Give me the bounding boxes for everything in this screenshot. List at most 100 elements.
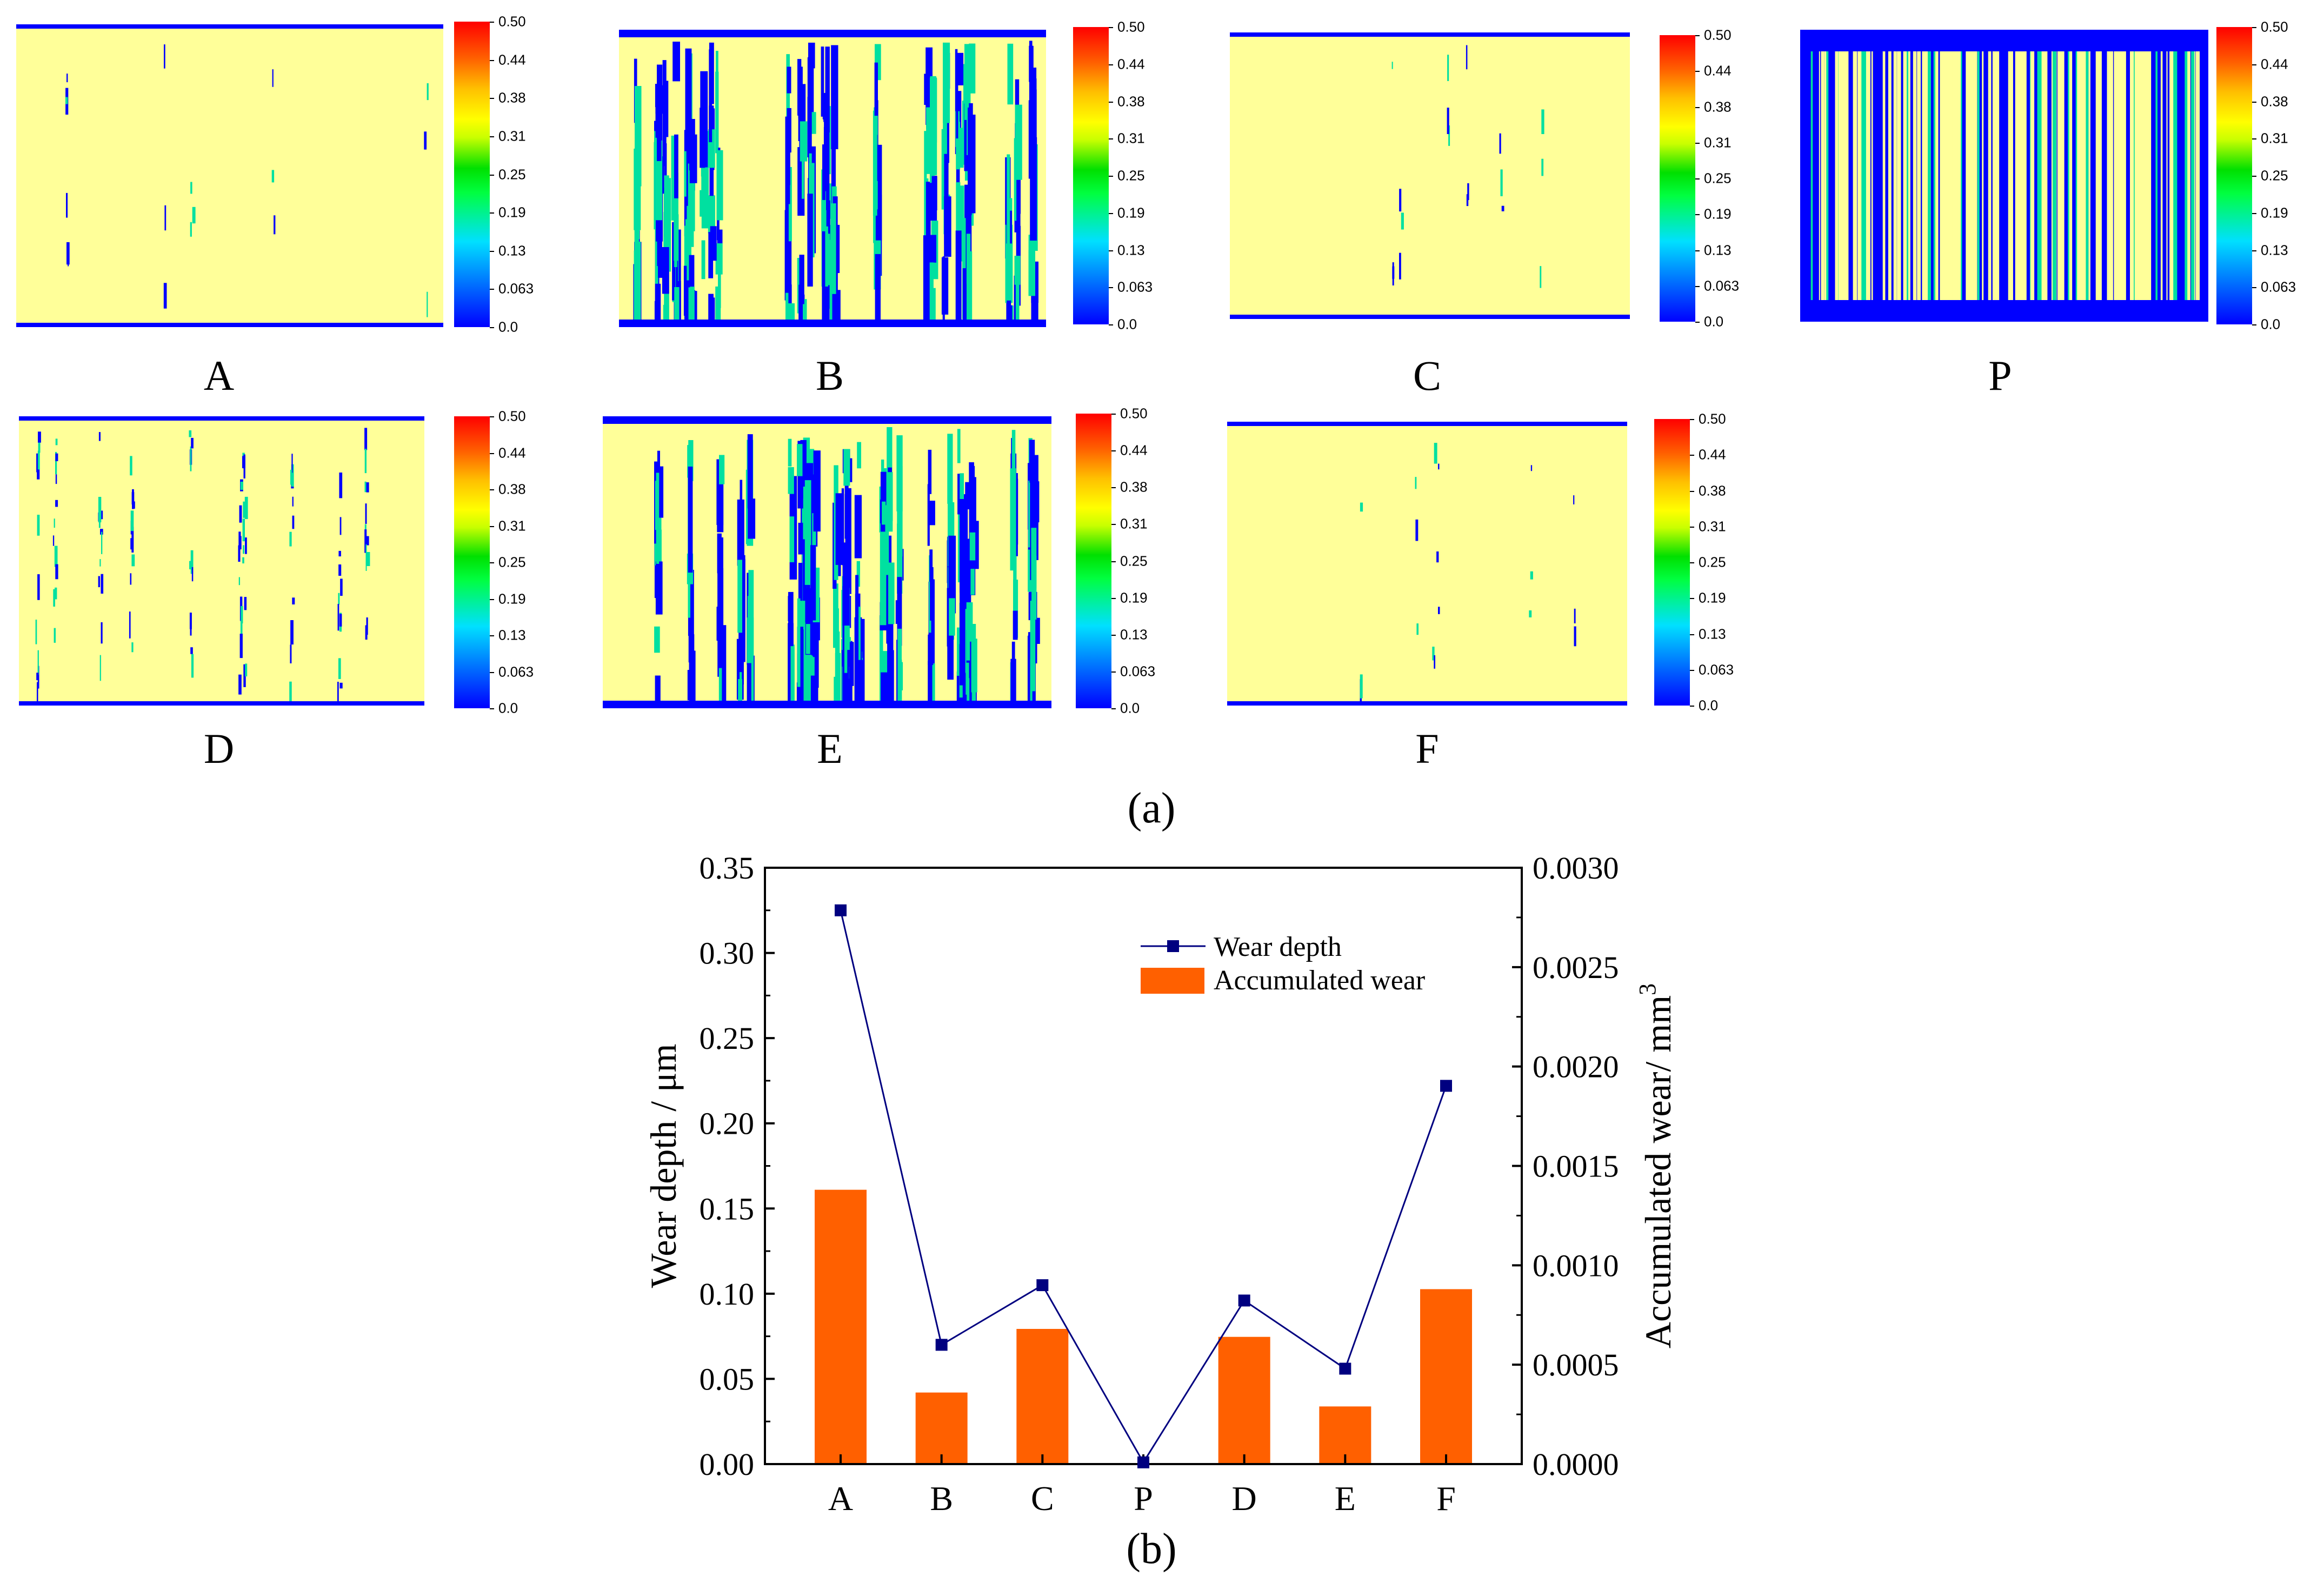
wear-depth-point-b [935,1339,948,1351]
colorbar-tick-label: 0.31 [498,128,526,144]
colorbar-tick-mark [1695,142,1700,144]
colorbar-tick-mark [1111,524,1116,526]
colorbar-tick-mark [1695,214,1700,216]
colorbar-tick-label: 0.19 [1699,589,1726,606]
wear-map-e [603,416,1051,708]
colorbar-tick-mark [1690,562,1694,563]
y-right-tick-label: 0.0020 [1533,1049,1619,1085]
wear-map-d [19,416,424,706]
y-left-axis-title: Wear depth / μm [643,1043,684,1288]
colorbar-tick-label: 0.50 [498,13,526,30]
colorbar-tick-label: 0.25 [1704,170,1732,187]
colorbar-tick-mark [1690,419,1694,420]
colorbar-tick-label: 0.0 [498,700,518,716]
colorbar-tick-label: 0.25 [1120,553,1148,569]
colorbar-tick-mark [490,453,494,454]
colorbar-tick-mark [1690,598,1694,600]
colorbar-tick-label: 0.25 [1699,554,1726,570]
bar-c [1016,1328,1069,1464]
wear-depth-point-c [1036,1279,1049,1292]
wear-map-label: F [1415,725,1439,772]
colorbar-tick-label: 0.31 [1120,515,1148,532]
colorbar-tick-mark [490,59,494,61]
bar-d [1218,1336,1270,1464]
colorbar-tick-mark [490,289,494,290]
wear-map-image [16,24,443,327]
colorbar-tick-label: 0.38 [498,89,526,106]
x-tick-label: B [930,1479,953,1518]
colorbar: 0.50 0.44 0.38 0.31 0.25 0.19 0.13 0.063 0.0 [1660,27,1752,330]
colorbar-tick-mark [1690,706,1694,707]
colorbar-tick-label: 0.50 [498,408,526,424]
wear-depth-point-f [1440,1080,1452,1092]
colorbar-tick-mark [1695,285,1700,287]
legend-line-marker [1167,940,1179,952]
colorbar-tick-label: 0.44 [498,444,526,461]
colorbar-tick-label: 0.44 [498,51,526,68]
colorbar-gradient [1073,27,1109,324]
colorbar-tick-mark [1109,287,1113,289]
colorbar-tick-label: 0.063 [498,280,534,297]
panel-a-caption: (a) [1127,784,1176,832]
colorbar-tick-mark [1695,322,1700,323]
wear-map-a [16,24,443,327]
colorbar-tick-label: 0.19 [1704,205,1732,222]
colorbar-tick-mark [1109,324,1113,325]
colorbar-tick-label: 0.44 [1699,446,1726,463]
colorbar-gradient [2216,27,2252,324]
colorbar-tick-label: 0.0 [2261,316,2281,332]
y-right-tick-label: 0.0030 [1533,850,1619,886]
colorbar-tick-mark [2252,101,2256,103]
wear-map-image [19,416,424,706]
y-right-tick-label: 0.0010 [1533,1248,1619,1283]
x-tick-label: F [1436,1479,1456,1518]
legend-label-accumulated-wear: Accumulated wear [1214,965,1425,996]
colorbar-gradient [454,416,490,708]
colorbar-gradient [1660,35,1695,322]
colorbar-tick-mark [1111,708,1116,709]
y-left-tick-label: 0.15 [700,1191,755,1226]
colorbar-gradient [454,22,490,327]
colorbar-tick-mark [490,22,494,23]
colorbar-tick-mark [2252,176,2256,177]
colorbar-tick-label: 0.13 [1699,626,1726,642]
colorbar-tick-mark [1111,414,1116,415]
colorbar: 0.50 0.44 0.38 0.31 0.25 0.19 0.13 0.063 0.0 [454,408,546,716]
colorbar-tick-mark [1695,107,1700,108]
colorbar-tick-label: 0.0 [1117,316,1137,332]
y-right-tick-label: 0.0025 [1533,950,1619,985]
colorbar-tick-label: 0.31 [1699,518,1726,535]
colorbar-tick-mark [1111,671,1116,673]
wear-map-image [1227,422,1627,706]
colorbar-tick-mark [490,174,494,176]
colorbar-tick-mark [1109,212,1113,214]
colorbar: 0.50 0.44 0.38 0.31 0.25 0.19 0.13 0.063 0.0 [1073,19,1165,332]
colorbar-tick-label: 0.13 [1704,242,1732,258]
wear-map-c [1230,32,1630,319]
colorbar-tick-label: 0.13 [2261,242,2288,258]
colorbar-tick-mark [490,562,494,563]
y-left-tick-label: 0.30 [700,936,755,971]
y-left-tick-label: 0.25 [700,1021,755,1056]
colorbar-tick-mark [490,250,494,252]
colorbar-tick-label: 0.44 [1117,56,1145,72]
wear-map-image [603,416,1051,708]
wear-map-p [1800,30,2208,322]
wear-map-label: E [817,725,843,772]
colorbar-tick-mark [490,526,494,527]
plot-frame [764,867,1523,1465]
colorbar-tick-mark [2252,324,2256,325]
legend-label-wear-depth: Wear depth [1214,932,1342,962]
colorbar-tick-mark [490,635,494,636]
colorbar-tick-label: 0.19 [1117,204,1145,221]
colorbar-tick-label: 0.063 [1704,277,1740,294]
colorbar-tick-label: 0.0 [1704,313,1724,330]
colorbar-tick-label: 0.25 [498,554,526,570]
colorbar-tick-mark [1111,597,1116,599]
colorbar-tick-mark [1695,35,1700,36]
wear-map-label: C [1413,352,1442,399]
wear-map-image [619,30,1046,327]
legend-bar-swatch [1141,968,1204,994]
colorbar-tick-label: 0.31 [498,517,526,534]
y-right-tick-label: 0.0015 [1533,1149,1619,1184]
